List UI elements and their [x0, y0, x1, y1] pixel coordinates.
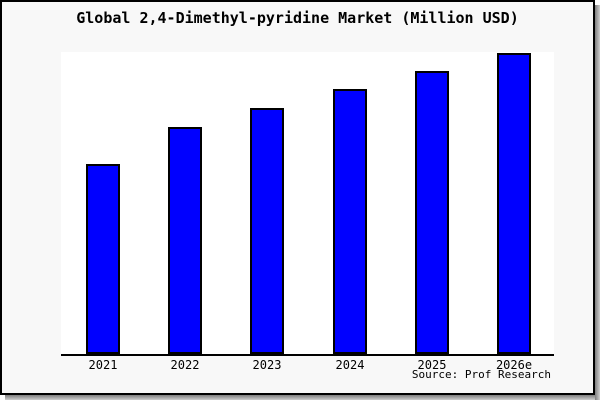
x-tick-label-2022: 2022 — [170, 358, 200, 372]
chart-title: Global 2,4-Dimethyl-pyridine Market (Mil… — [76, 9, 519, 27]
bar-2022 — [168, 127, 202, 354]
x-tick-label-2026e: 2026e — [495, 358, 533, 372]
x-tick-label-2024: 2024 — [335, 358, 365, 372]
x-tick-label-2025: 2025 — [417, 358, 447, 372]
frame-shadow-bottom-decoration — [5, 395, 595, 400]
bar-2026e — [497, 53, 531, 354]
chart-frame: Global 2,4-Dimethyl-pyridine Market (Mil… — [0, 0, 595, 395]
bar-2024 — [333, 89, 367, 354]
x-tick-label-2021: 2021 — [88, 358, 118, 372]
x-axis-labels: 2021 2022 2023 2024 2025 2026e — [61, 358, 554, 374]
bar-2023 — [250, 108, 284, 354]
bar-2025 — [415, 71, 449, 354]
plot-area — [61, 52, 554, 356]
bar-2021 — [86, 164, 120, 354]
x-tick-label-2023: 2023 — [252, 358, 282, 372]
frame-shadow-right-decoration — [595, 5, 600, 400]
source-note: Source: Prof Research — [411, 368, 551, 381]
